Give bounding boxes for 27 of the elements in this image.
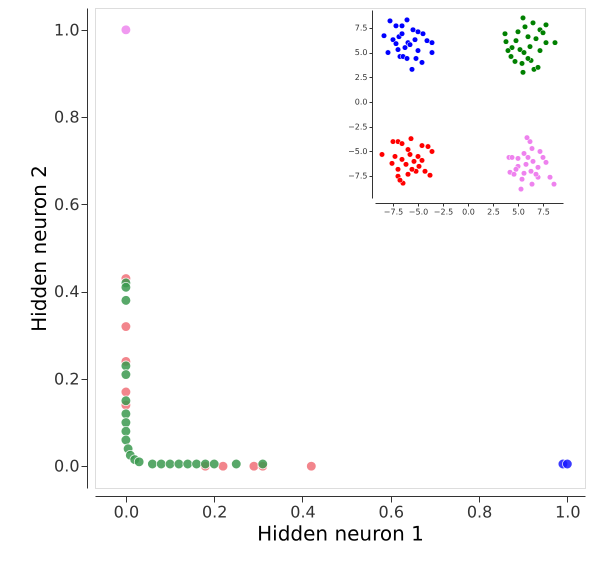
- y-tick-label: 5.0: [354, 48, 368, 58]
- x-tick-label: −5.0: [408, 208, 428, 216]
- y-tick-label: 0.0: [54, 456, 80, 476]
- x-tick-label: 7.5: [537, 208, 550, 216]
- x-tick-label: 0.6: [378, 502, 404, 522]
- x-tick-label: 0.0: [114, 502, 140, 522]
- x-tick-label: −2.5: [434, 208, 454, 216]
- y-tick-label: 1.0: [54, 20, 80, 40]
- y-tick-label: 0.2: [54, 369, 80, 388]
- y-tick-label: 0.8: [54, 108, 80, 127]
- x-tick-label: 0.8: [466, 502, 492, 522]
- x-tick-label: 2.5: [487, 208, 500, 216]
- y-axis-title: Hidden neuron 2: [27, 165, 52, 332]
- y-tick-label: −2.5: [348, 122, 368, 132]
- x-tick-label: 5.0: [512, 208, 525, 216]
- y-tick-label: 0.0: [354, 98, 368, 107]
- x-tick-label: 1.0: [555, 502, 581, 522]
- y-tick-label: 0.4: [54, 282, 80, 302]
- x-tick-label: 0.4: [290, 502, 316, 522]
- y-tick-label: 7.5: [354, 23, 368, 32]
- y-tick-label: −5.0: [348, 146, 368, 156]
- x-axis-title: Hidden neuron 1: [257, 522, 424, 546]
- y-tick-label: −7.5: [348, 172, 368, 181]
- y-tick-label: 2.5: [354, 72, 368, 82]
- x-tick-label: 0.0: [462, 208, 475, 216]
- x-tick-label: −7.5: [384, 208, 404, 216]
- x-tick-label: 0.2: [202, 502, 228, 522]
